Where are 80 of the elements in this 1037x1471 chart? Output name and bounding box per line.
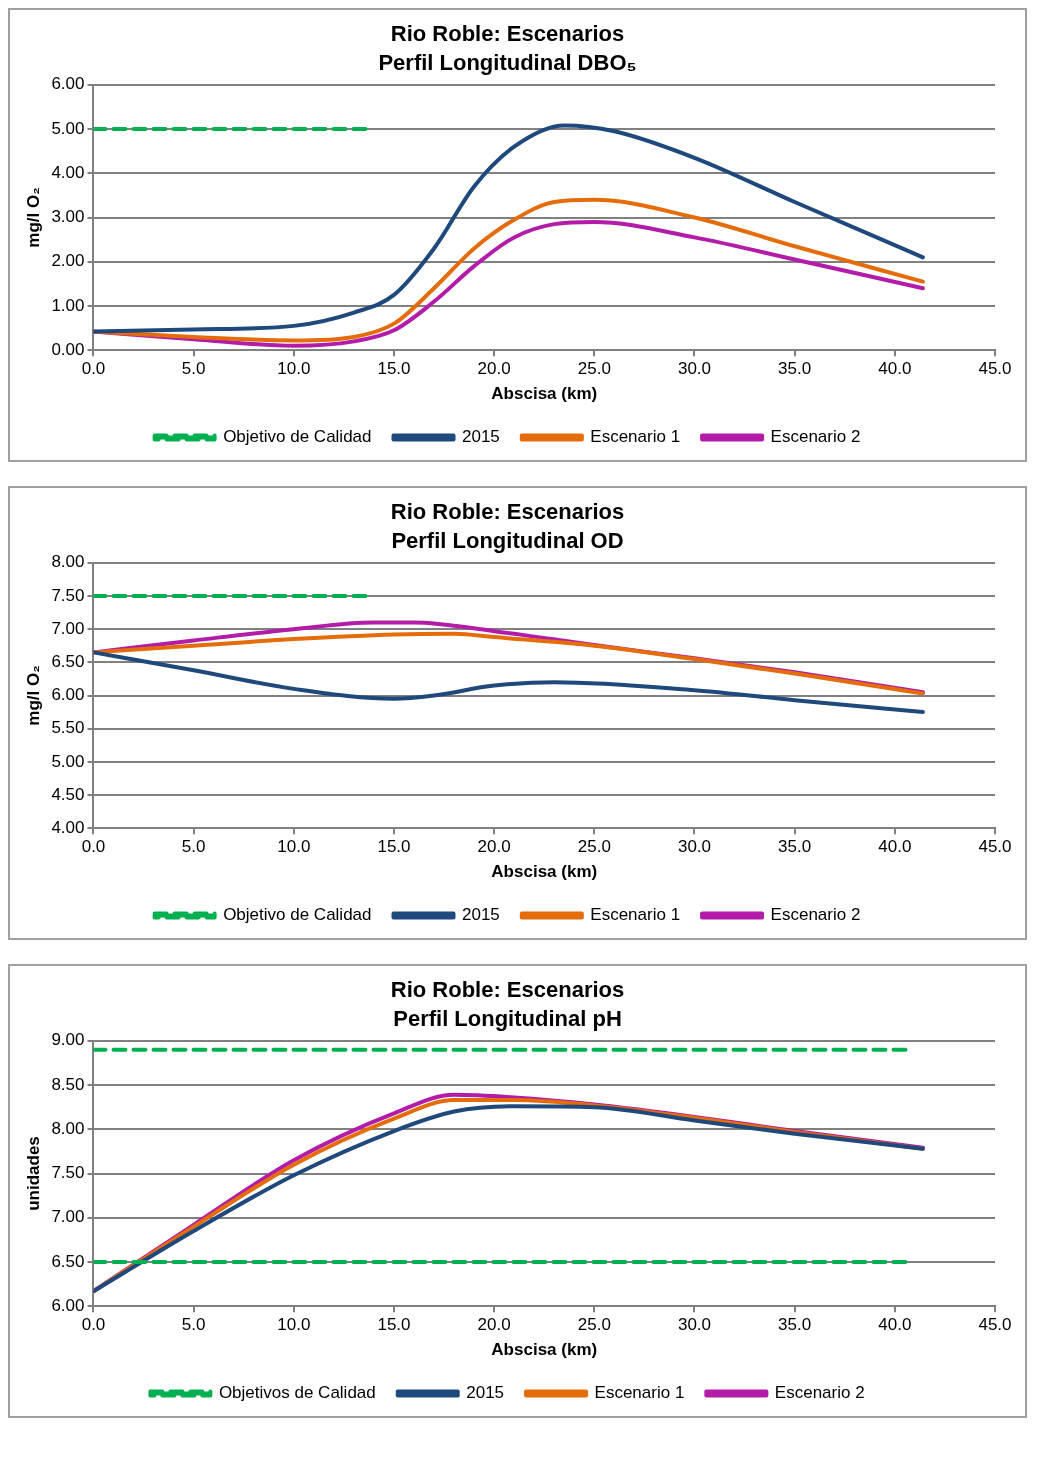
y-tick-label: 2.00: [51, 251, 85, 271]
y-tick-label: 9.00: [51, 1030, 85, 1050]
y-tick-label: 4.00: [51, 162, 85, 182]
y-tick-label: 1.00: [51, 295, 85, 315]
y-tick-label: 8.00: [51, 1118, 85, 1138]
chart-title: Rio Roble: Escenarios: [390, 499, 625, 525]
x-tick-label: 30.0: [677, 1315, 712, 1335]
x-tick-label: 10.0: [277, 359, 311, 379]
y-tick-label: 6.50: [51, 1251, 85, 1271]
chart-title: Rio Roble: Escenarios: [390, 21, 625, 47]
x-tick-label: 0.0: [81, 359, 106, 379]
x-tick-label: 15.0: [377, 1315, 411, 1335]
x-tick-label: 45.0: [978, 1315, 1012, 1335]
y-axis-title: mg/l O₂: [23, 665, 43, 726]
x-tick-label: 0.0: [81, 837, 106, 857]
legend-label: Escenario 1: [594, 1383, 685, 1403]
legend-label: 2015: [466, 1383, 505, 1403]
x-tick-label: 45.0: [978, 837, 1012, 857]
x-tick-label: 5.0: [181, 1315, 206, 1335]
legend-label: Objetivos de Calidad: [218, 1383, 376, 1403]
y-tick-label: 6.00: [51, 1295, 85, 1315]
y-tick-label: 5.00: [51, 118, 85, 138]
x-tick-label: 35.0: [778, 837, 812, 857]
x-tick-label: 25.0: [577, 1315, 611, 1335]
legend-label: Objetivo de Calidad: [223, 905, 372, 925]
y-tick-label: 6.00: [51, 74, 85, 94]
y-tick-label: 5.00: [51, 751, 85, 771]
x-tick-label: 30.0: [677, 359, 712, 379]
x-tick-label: 20.0: [477, 837, 511, 857]
x-tick-label: 20.0: [477, 1315, 511, 1335]
x-tick-label: 35.0: [778, 1315, 812, 1335]
x-tick-label: 35.0: [778, 359, 812, 379]
legend-label: Escenario 2: [774, 1383, 865, 1403]
y-axis-title: mg/l O₂: [23, 187, 43, 248]
x-axis-title: Abscisa (km): [491, 862, 598, 882]
legend-label: Objetivo de Calidad: [223, 427, 372, 447]
line-series: [93, 631, 925, 696]
y-tick-label: 8.50: [51, 1074, 85, 1094]
x-tick-label: 25.0: [577, 359, 611, 379]
x-tick-label: 40.0: [878, 359, 912, 379]
x-tick-label: 10.0: [277, 1315, 311, 1335]
y-tick-label: 7.50: [51, 1163, 85, 1183]
x-axis-title: Abscisa (km): [491, 384, 598, 404]
y-tick-label: 3.00: [51, 207, 85, 227]
y-tick-label: 6.00: [51, 685, 85, 705]
x-tick-label: 40.0: [878, 1315, 912, 1335]
chart-subtitle: Perfil Longitudinal pH: [393, 1005, 622, 1031]
legend-label: Escenario 2: [770, 905, 861, 925]
x-tick-label: 15.0: [377, 837, 411, 857]
chart-subtitle: Perfil Longitudinal OD: [391, 527, 624, 553]
chart-subtitle: Perfil Longitudinal DBO₅: [378, 49, 637, 75]
x-tick-label: 45.0: [978, 359, 1012, 379]
y-tick-label: 7.50: [51, 585, 85, 605]
line-series: [93, 123, 925, 334]
x-tick-label: 25.0: [577, 837, 611, 857]
x-tick-label: 15.0: [377, 359, 411, 379]
legend-label: Escenario 2: [770, 427, 861, 447]
y-tick-label: 4.00: [51, 817, 85, 837]
y-tick-label: 8.00: [51, 552, 85, 572]
y-tick-label: 5.50: [51, 718, 85, 738]
x-tick-label: 20.0: [477, 359, 511, 379]
x-tick-label: 5.0: [181, 359, 206, 379]
y-tick-label: 6.50: [51, 652, 85, 672]
y-tick-label: 7.00: [51, 1207, 85, 1227]
x-axis-title: Abscisa (km): [491, 1340, 598, 1360]
legend-label: 2015: [462, 905, 500, 925]
x-tick-label: 40.0: [878, 837, 912, 857]
y-tick-label: 4.50: [51, 784, 85, 804]
y-axis-title: unidades: [23, 1136, 43, 1211]
y-tick-label: 0.00: [51, 339, 85, 359]
legend-label: 2015: [462, 427, 500, 447]
chart-title: Rio Roble: Escenarios: [390, 977, 625, 1003]
y-tick-label: 7.00: [51, 618, 85, 638]
x-tick-label: 30.0: [677, 837, 712, 857]
x-tick-label: 0.0: [81, 1315, 106, 1335]
x-tick-label: 10.0: [277, 837, 311, 857]
x-tick-label: 5.0: [181, 837, 206, 857]
legend-label: Escenario 1: [590, 905, 681, 925]
line-series: [93, 650, 925, 715]
legend-label: Escenario 1: [590, 427, 681, 447]
